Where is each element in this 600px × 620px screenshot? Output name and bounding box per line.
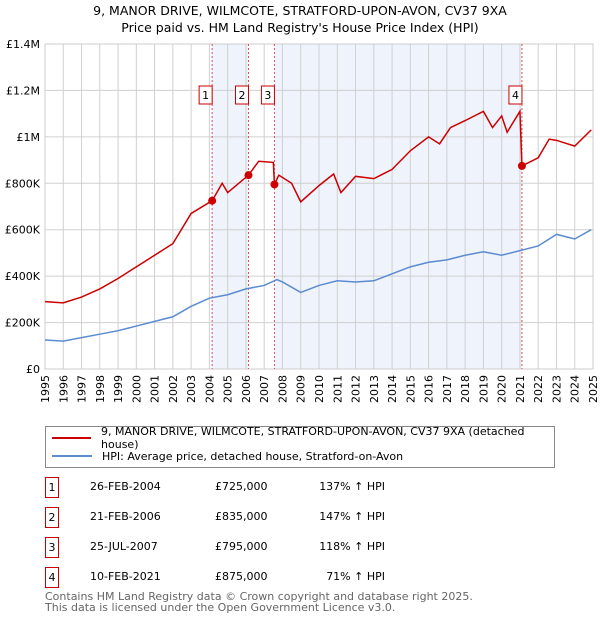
x-tick-label: 2023 bbox=[550, 375, 563, 403]
sale-row: 4 10-FEB-2021 £875,000 71% ↑ HPI bbox=[45, 567, 445, 589]
chart-subtitle: Price paid vs. HM Land Registry's House … bbox=[121, 20, 479, 35]
sale-hpi-change: 137% ↑ HPI bbox=[319, 480, 385, 493]
sale-price: £725,000 bbox=[215, 480, 268, 493]
y-tick-label: £800K bbox=[5, 177, 41, 190]
x-tick-label: 2013 bbox=[368, 375, 381, 403]
x-tick-label: 2017 bbox=[441, 375, 454, 403]
sale-hpi-change: 71% ↑ HPI bbox=[326, 570, 385, 583]
sale-marker-number: 2 bbox=[45, 507, 59, 528]
x-tick-label: 2009 bbox=[295, 375, 308, 403]
sale-marker-box bbox=[260, 85, 275, 105]
x-tick-label: 2000 bbox=[130, 375, 143, 403]
x-tick-label: 1999 bbox=[112, 375, 125, 403]
plot-border bbox=[44, 43, 594, 370]
property-price-line bbox=[44, 108, 592, 304]
y-tick-label: £600K bbox=[5, 224, 41, 237]
shaded-period bbox=[274, 44, 522, 369]
x-tick-label: 2006 bbox=[240, 375, 253, 403]
x-tick-label: 2002 bbox=[167, 375, 180, 403]
plot-area: 1995 1996 1997 1998 1999 2000 2001 2002 2003 2004… bbox=[5, 38, 600, 403]
sale-marker-number: 1 bbox=[45, 477, 59, 498]
x-tick-label: 2011 bbox=[331, 375, 344, 403]
sale-hpi-change: 118% ↑ HPI bbox=[319, 540, 385, 553]
x-tick-label: 1995 bbox=[39, 375, 52, 403]
x-tick-label: 2015 bbox=[404, 375, 417, 403]
sale-marker-number: 4 bbox=[45, 567, 59, 588]
x-tick-label: 2001 bbox=[149, 375, 162, 403]
sale-point bbox=[517, 161, 526, 170]
x-tick-label: 2024 bbox=[569, 375, 582, 403]
legend-swatch bbox=[52, 455, 92, 457]
y-tick-label: £1.4M bbox=[6, 38, 40, 51]
legend: 9, MANOR DRIVE, WILMCOTE, STRATFORD-UPON… bbox=[45, 425, 555, 468]
x-tick-label: 2022 bbox=[532, 375, 545, 403]
sale-date: 26-FEB-2004 bbox=[90, 480, 161, 493]
sale-marker-label: 2 bbox=[238, 89, 245, 102]
sale-point bbox=[244, 171, 253, 180]
sale-date: 10-FEB-2021 bbox=[90, 570, 161, 583]
x-tick-label: 2016 bbox=[423, 375, 436, 403]
x-tick-label: 2018 bbox=[459, 375, 472, 403]
hpi-line bbox=[44, 229, 592, 342]
sale-point bbox=[270, 180, 279, 189]
x-tick-label: 2008 bbox=[276, 375, 289, 403]
x-tick-label: 2021 bbox=[514, 375, 527, 403]
legend-swatch bbox=[52, 437, 92, 439]
footer: Contains HM Land Registry data © Crown c… bbox=[45, 591, 473, 613]
sale-marker-label: 4 bbox=[512, 89, 519, 102]
sale-marker-number: 3 bbox=[45, 537, 59, 558]
y-tick-label: £400K bbox=[5, 270, 41, 283]
x-tick-label: 1996 bbox=[57, 375, 70, 403]
x-tick-label: 2005 bbox=[222, 375, 235, 403]
footer-line: This data is licensed under the Open Gov… bbox=[45, 601, 396, 614]
sale-marker-box bbox=[234, 85, 249, 105]
sale-price: £835,000 bbox=[215, 510, 268, 523]
sale-marker-label: 3 bbox=[264, 89, 271, 102]
sale-marker-label: 1 bbox=[202, 89, 209, 102]
x-tick-label: 2012 bbox=[350, 375, 363, 403]
sale-date: 25-JUL-2007 bbox=[90, 540, 158, 553]
x-tick-label: 2010 bbox=[313, 375, 326, 403]
footer-line: Contains HM Land Registry data © Crown c… bbox=[45, 590, 473, 603]
sale-price: £795,000 bbox=[215, 540, 268, 553]
legend-item-property: 9, MANOR DRIVE, WILMCOTE, STRATFORD-UPON… bbox=[52, 425, 554, 451]
legend-item-hpi: HPI: Average price, detached house, Stra… bbox=[52, 448, 403, 464]
x-tick-label: 2019 bbox=[477, 375, 490, 403]
y-tick-label: £1M bbox=[17, 131, 41, 144]
sale-row: 3 25-JUL-2007 £795,000 118% ↑ HPI bbox=[45, 537, 445, 559]
x-tick-label: 1997 bbox=[76, 375, 89, 403]
x-tick-label: 2007 bbox=[258, 375, 271, 403]
y-tick-label: £200K bbox=[5, 317, 41, 330]
x-tick-label: 1998 bbox=[94, 375, 107, 403]
y-tick-label: £0 bbox=[26, 363, 40, 376]
legend-label: HPI: Average price, detached house, Stra… bbox=[102, 449, 404, 463]
sale-price: £875,000 bbox=[215, 570, 268, 583]
legend-label: 9, MANOR DRIVE, WILMCOTE, STRATFORD-UPON… bbox=[101, 425, 525, 451]
x-tick-label: 2003 bbox=[185, 375, 198, 403]
sale-hpi-change: 147% ↑ HPI bbox=[319, 510, 385, 523]
chart-title: 9, MANOR DRIVE, WILMCOTE, STRATFORD-UPON… bbox=[93, 3, 507, 18]
x-tick-label: 2025 bbox=[587, 375, 600, 403]
sale-point bbox=[208, 196, 217, 205]
x-tick-label: 2014 bbox=[386, 375, 399, 403]
y-tick-label: £1.2M bbox=[6, 84, 40, 97]
x-tick-label: 2004 bbox=[203, 375, 216, 403]
sale-marker-box bbox=[508, 85, 523, 105]
sale-row: 1 26-FEB-2004 £725,000 137% ↑ HPI bbox=[45, 477, 445, 499]
sale-marker-box bbox=[198, 85, 213, 105]
x-tick-label: 2020 bbox=[496, 375, 509, 403]
sale-date: 21-FEB-2006 bbox=[90, 510, 161, 523]
sale-row: 2 21-FEB-2006 £835,000 147% ↑ HPI bbox=[45, 507, 445, 529]
